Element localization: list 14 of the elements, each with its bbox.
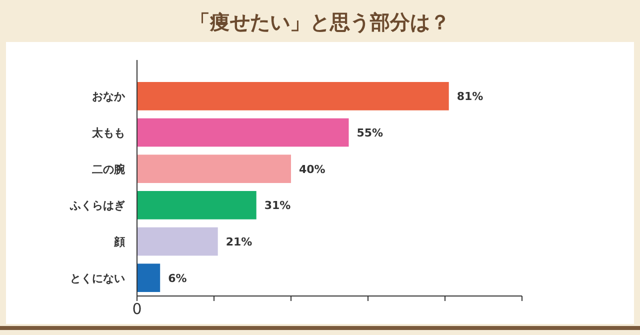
data-label: 31% (264, 199, 291, 212)
title: 「痩せたい」と思う部分は？ (190, 10, 450, 34)
data-label: 40% (299, 162, 326, 176)
y-tick-label: おなか (92, 90, 126, 104)
y-tick-label: とくにない (70, 272, 125, 285)
data-label: 81% (456, 90, 484, 104)
data-label: 6% (168, 272, 187, 285)
y-tick-label: 太もも (91, 126, 125, 140)
y-tick-label: 顔 (113, 236, 125, 248)
y-tick-label: ふくらはぎ (69, 199, 125, 212)
data-label: 21% (226, 236, 252, 248)
y-tick-label: 二の腕 (92, 162, 126, 176)
annotation: 0 (132, 300, 142, 318)
data-label: 55% (356, 126, 384, 140)
